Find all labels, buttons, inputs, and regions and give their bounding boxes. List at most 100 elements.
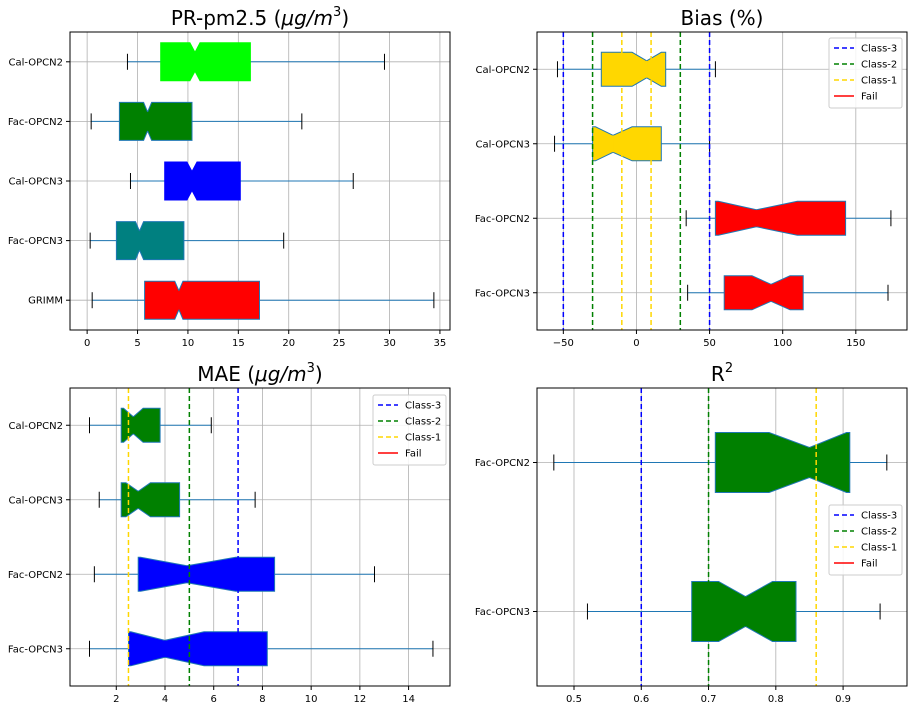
box-body: [723, 275, 804, 311]
legend-label: Class-1: [861, 76, 897, 87]
box-body: [714, 432, 851, 493]
chart-panel-mae: 2 4 6 8 10 12 14 Cal-OPCN2 Cal-OPCN3 Fac-OPCN2 Fac…: [8, 361, 451, 705]
x-tick-label: 25: [333, 338, 346, 349]
box-body: [600, 51, 667, 87]
y-tick-label: Fac-OPCN2: [475, 214, 530, 225]
x-tick-label: 30: [383, 338, 396, 349]
box-Cal-OPCN3: [554, 126, 711, 162]
x-tick-label: 0.9: [835, 694, 851, 705]
box-Cal-OPCN2: [556, 51, 716, 87]
legend-label: Class-3: [861, 44, 897, 55]
chart-panel-pm25: 0 5 10 15 20 25 30 35 Cal-OPCN2 Fac-OPCN2 Cal-OPCN…: [8, 5, 451, 349]
box-body: [118, 101, 193, 141]
legend-label: Class-2: [405, 417, 441, 428]
box-body: [691, 581, 797, 642]
chart-title: R2: [711, 361, 733, 386]
legend-box: [828, 37, 903, 109]
box-body: [137, 556, 276, 592]
x-tick-label: 0.7: [701, 694, 717, 705]
legend-label: Fail: [861, 559, 878, 570]
x-tick-label: 100: [773, 338, 792, 349]
chart-title: PR-pm2.5 (μg/m3): [171, 5, 349, 30]
legend-label: Fail: [861, 92, 878, 103]
box-Cal-OPCN2: [126, 42, 385, 82]
legend-label: Class-3: [861, 511, 897, 522]
box-Fac-OPCN2: [93, 556, 375, 592]
chart-title: MAE (μg/m3): [197, 361, 322, 386]
y-tick-label: Fac-OPCN2: [8, 570, 63, 581]
x-tick-label: 4: [162, 694, 168, 705]
x-tick-label: 10: [305, 694, 318, 705]
legend-label: Class-1: [861, 543, 897, 554]
x-tick-label: 0.5: [566, 694, 582, 705]
x-tick-label: 5: [134, 338, 140, 349]
y-tick-label: Fac-OPCN3: [475, 607, 530, 618]
x-tick-label: 20: [282, 338, 295, 349]
y-tick-label: Cal-OPCN3: [8, 177, 63, 188]
box-body: [120, 407, 161, 443]
y-tick-label: Cal-OPCN3: [475, 139, 530, 150]
box-body: [115, 221, 185, 261]
x-tick-label: 2: [113, 694, 119, 705]
y-tick-label: Cal-OPCN3: [8, 495, 63, 506]
legend-label: Fail: [405, 449, 422, 460]
box-body: [120, 482, 181, 518]
chart-panel-r2: 0.5 0.6 0.7 0.8 0.9 Fac-OPCN2 Fac-OPCN3 R2 Class…: [475, 361, 908, 705]
axes-frame: [536, 31, 908, 331]
x-tick-label: 0.6: [633, 694, 649, 705]
box-Fac-OPCN3: [687, 275, 889, 311]
legend: Class-3 Class-2 Class-1 Fail: [828, 504, 903, 576]
box-Fac-OPCN2: [685, 200, 892, 236]
chart-panel-bias: −50 0 50 100 150 Cal-OPCN2 Cal-OPCN3 Fac-OPCN2 F…: [475, 6, 908, 349]
box-Fac-OPCN3: [88, 631, 434, 667]
legend-box: [372, 394, 447, 466]
box-Fac-OPCN2: [553, 432, 888, 493]
y-tick-label: Fac-OPCN2: [8, 117, 63, 128]
axes-frame: [536, 387, 908, 687]
box-GRIMM: [91, 280, 435, 320]
x-tick-label: −50: [553, 338, 574, 349]
x-tick-label: 150: [846, 338, 865, 349]
box-Cal-OPCN3: [98, 482, 256, 518]
y-tick-label: Cal-OPCN2: [475, 65, 530, 76]
box-Fac-OPCN3: [89, 221, 285, 261]
x-tick-label: 10: [182, 338, 195, 349]
y-tick-label: Cal-OPCN2: [8, 57, 63, 68]
box-body: [592, 126, 662, 162]
y-tick-label: Cal-OPCN2: [8, 421, 63, 432]
box-Cal-OPCN2: [88, 407, 212, 443]
box-body: [714, 200, 847, 236]
box-Cal-OPCN3: [129, 161, 354, 201]
legend: Class-3 Class-2 Class-1 Fail: [372, 394, 447, 466]
box-Fac-OPCN3: [586, 581, 881, 642]
y-tick-label: Fac-OPCN2: [475, 458, 530, 469]
legend-label: Class-2: [861, 527, 897, 538]
x-tick-label: 35: [434, 338, 447, 349]
x-tick-label: 12: [354, 694, 367, 705]
box-body: [160, 42, 251, 82]
legend: Class-3 Class-2 Class-1 Fail: [828, 37, 903, 109]
box-body: [144, 280, 260, 320]
legend-label: Class-2: [861, 60, 897, 71]
x-tick-label: 0: [84, 338, 90, 349]
legend-label: Class-3: [405, 401, 441, 412]
axes-frame: [69, 387, 451, 687]
box-Fac-OPCN2: [90, 101, 303, 141]
chart-title: Bias (%): [681, 6, 764, 30]
x-tick-label: 14: [402, 694, 415, 705]
y-tick-label: Fac-OPCN3: [475, 288, 530, 299]
x-tick-label: 8: [259, 694, 265, 705]
y-tick-label: Fac-OPCN3: [8, 236, 63, 247]
x-tick-label: 6: [211, 694, 217, 705]
y-tick-label: GRIMM: [28, 296, 63, 307]
box-body: [164, 161, 241, 201]
legend-box: [828, 504, 903, 576]
x-tick-label: 0.8: [768, 694, 784, 705]
y-tick-label: Fac-OPCN3: [8, 644, 63, 655]
x-tick-label: 15: [232, 338, 245, 349]
x-tick-label: 50: [703, 338, 716, 349]
x-tick-label: 0: [633, 338, 639, 349]
legend-label: Class-1: [405, 433, 441, 444]
box-body: [128, 631, 268, 667]
